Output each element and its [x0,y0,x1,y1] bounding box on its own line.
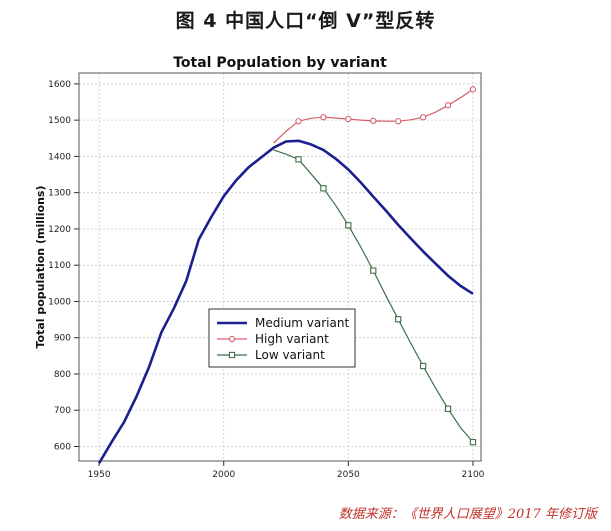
data-point [370,267,377,274]
data-point [320,114,327,121]
y-tick-label: 600 [54,442,71,452]
data-point [320,185,327,192]
y-tick-label: 1300 [48,189,71,199]
series-high-variant [273,86,477,144]
x-tick-label: 1950 [88,470,111,480]
x-tick-label: 2050 [337,470,360,480]
chart-title: Total Population by variant [173,55,387,71]
y-tick-label: 1400 [48,152,71,162]
legend-marker [228,335,236,343]
data-point [469,438,477,446]
data-point [345,222,352,229]
y-tick-label: 1200 [48,225,71,235]
y-tick-label: 700 [54,406,71,416]
x-ticks: 1950 2000 2050 2100 [88,461,485,480]
series-low-variant [273,149,477,446]
data-point [395,118,402,125]
legend-label: Medium variant [255,316,349,330]
data-point [345,115,352,123]
series [97,86,477,464]
data-point [444,405,452,412]
y-tick-label: 1000 [48,297,71,307]
x-tick-label: 2100 [462,470,485,480]
grid [79,73,481,461]
y-tick-label: 1100 [48,261,71,271]
figure-caption: 图 4 中国人口“倒 V”型反转 [175,10,436,32]
data-point [444,102,452,109]
data-point [395,316,402,323]
legend-marker [228,351,236,359]
y-tick-label: 900 [54,334,71,344]
plot-frame [78,72,482,462]
series-line [273,149,474,443]
y-ticks: 600 700 800 900 1000 1100 1200 1300 1400 1500 1600 [48,80,79,452]
data-point [370,117,377,125]
y-tick-label: 1500 [48,116,71,126]
series-line [273,88,474,144]
source-note: 数据来源：《世界人口展望》2017 年修订版 [338,507,597,522]
legend: Medium variant High variant Low variant [208,308,356,368]
data-point [419,114,427,121]
data-point [295,156,302,163]
legend-label: High variant [255,332,329,346]
data-point [295,118,302,125]
x-tick-label: 2000 [212,470,235,480]
series-medium-variant [97,139,474,464]
series-line [97,139,474,464]
y-axis-label: Total population (millions) [34,186,47,349]
data-point [419,362,427,370]
data-point [469,86,477,93]
legend-label: Low variant [255,348,325,362]
y-tick-label: 1600 [48,80,71,90]
y-tick-label: 800 [54,370,71,380]
